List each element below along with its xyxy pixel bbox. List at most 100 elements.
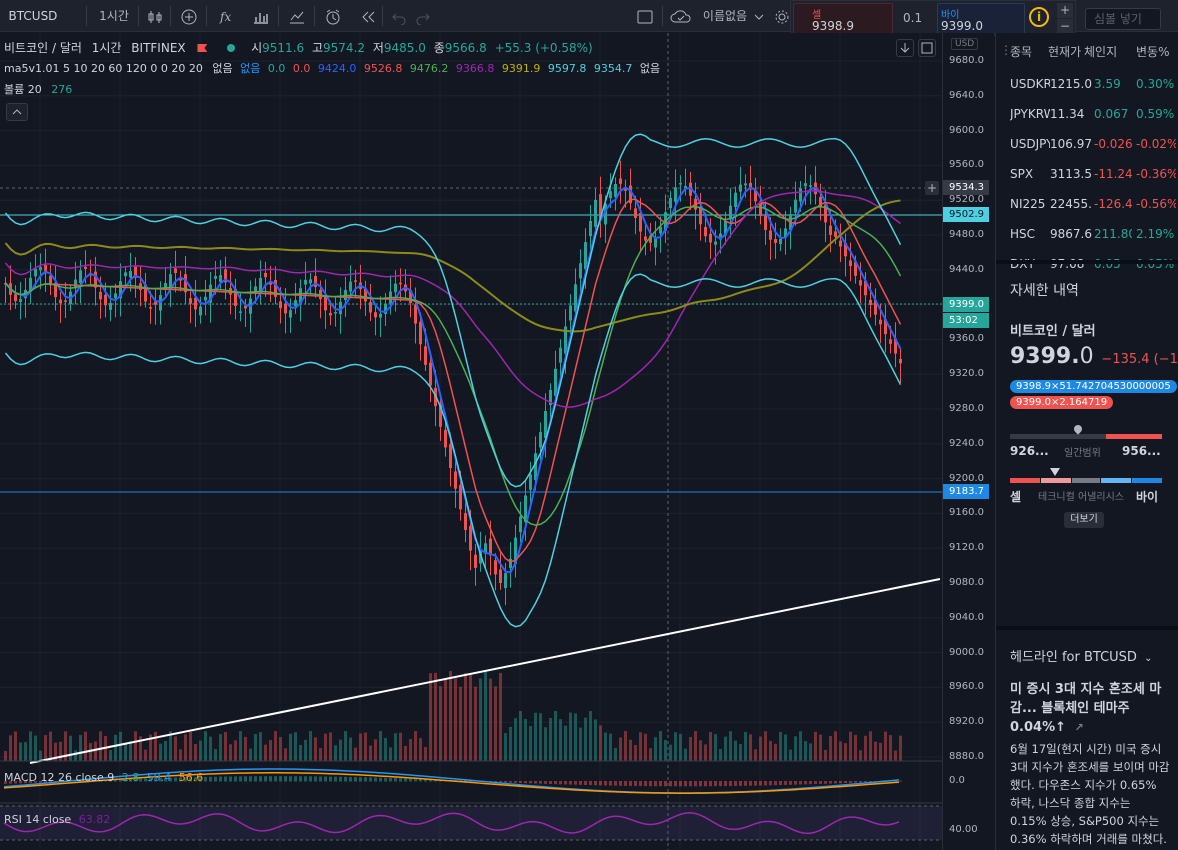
ma-line-10 — [4, 198, 902, 563]
candle-body — [29, 277, 32, 292]
volume-bar — [774, 743, 777, 761]
candles-icon[interactable] — [142, 0, 168, 32]
macd-histogram-bar — [619, 781, 622, 786]
candle-body — [754, 189, 757, 202]
macd-histogram-bar — [244, 776, 247, 782]
cloud-icon[interactable] — [668, 0, 694, 32]
candle-body — [154, 301, 157, 305]
day-range-marker-icon — [1072, 423, 1084, 435]
price-tick: 9160.0 — [949, 507, 984, 519]
col-header-symbol[interactable]: 종목 — [1010, 45, 1033, 59]
flag-icon[interactable] — [197, 44, 208, 52]
collapse-legend-button[interactable] — [6, 103, 28, 121]
candle-body — [619, 178, 622, 184]
volume-bar — [699, 740, 702, 761]
volume-bar — [169, 731, 172, 761]
layout-name[interactable]: 이름없음 — [702, 9, 748, 23]
ma-value: 0.0 — [267, 62, 286, 75]
volume-bar — [869, 731, 872, 761]
symbol-search-input[interactable]: 심볼 넣기 — [1085, 8, 1161, 30]
watchlist-row[interactable]: USDJPY 106.97 -0.026 -0.02% — [996, 129, 1178, 159]
macd-histogram-bar — [694, 781, 697, 787]
buy-button[interactable]: 바이 9399.0 — [937, 3, 1025, 34]
col-header-pct[interactable]: 변동% — [1136, 45, 1170, 59]
watchlist-row[interactable]: JPYKRW11.34 0.067 0.59% — [996, 99, 1178, 129]
volume-bar — [434, 672, 437, 761]
volume-bar — [229, 744, 232, 761]
candle-body — [164, 282, 167, 290]
chart-pane[interactable]: 비트코인 / 달러 1시간 BITFINEX 시9511.6 고9574.2 저… — [0, 33, 994, 850]
interval-button[interactable]: 1시간 — [99, 9, 129, 23]
watchlist-row[interactable]: USDKRW1215.03.59 0.30% — [996, 69, 1178, 99]
volume-bar — [19, 742, 22, 761]
candle-body — [264, 272, 267, 278]
volume-bar — [59, 741, 62, 761]
macd-histogram-bar — [634, 781, 637, 786]
settings-icon[interactable] — [772, 0, 792, 32]
price-chart[interactable] — [0, 33, 942, 850]
candle-body — [604, 203, 607, 225]
price-axis[interactable]: USD 9680.0 9640.0 9600.0 9560.0 9520.0 9480.0… — [942, 33, 994, 850]
candle-body — [14, 294, 17, 302]
rsi-value: 63.82 — [78, 813, 111, 826]
candle-body — [84, 266, 87, 269]
maximize-pane-icon[interactable] — [918, 39, 936, 57]
price-tick: 8960.0 — [949, 681, 984, 693]
macd-histogram-bar — [324, 776, 327, 782]
bar-chart-icon[interactable] — [248, 0, 274, 32]
symbol-button[interactable]: BTCUSD — [8, 9, 58, 23]
volume-bar — [879, 742, 882, 761]
chevron-down-icon[interactable] — [752, 0, 766, 32]
volume-bar — [704, 744, 707, 761]
redo-icon[interactable] — [412, 0, 434, 32]
macd-histogram-bar — [749, 781, 752, 786]
candle-body — [134, 265, 137, 278]
volume-bar — [469, 672, 472, 761]
headlines-title[interactable]: 헤드라인 for BTCUSD ⌄ — [1010, 646, 1152, 665]
macd-histogram-bar — [669, 781, 672, 787]
add-price-line-icon[interactable]: + — [925, 181, 939, 195]
volume-bar — [799, 731, 802, 761]
volume-bar — [39, 750, 42, 761]
undo-icon[interactable] — [388, 0, 410, 32]
watchlist-row[interactable]: NI225 22455. -126.4 -0.56% — [996, 189, 1178, 219]
watchlist-row[interactable]: SPX 3113.5 -11.24 -0.36% — [996, 159, 1178, 189]
macd-histogram-bar — [49, 781, 52, 783]
volume-bar — [819, 734, 822, 761]
column-handle-icon[interactable]: ⋮ — [1000, 43, 1012, 57]
volume-bar — [809, 743, 812, 761]
fullscreen-icon[interactable] — [632, 0, 658, 32]
fx-icon[interactable]: fx — [214, 0, 238, 32]
details-price-last: 0 — [1079, 344, 1094, 369]
col-header-price[interactable]: 현재가 — [1048, 45, 1082, 59]
volume-bar — [129, 741, 132, 761]
more-button[interactable]: 더보기 — [1064, 512, 1104, 528]
macd-histogram-bar — [379, 777, 382, 782]
replay-icon[interactable] — [356, 0, 380, 32]
sell-button[interactable]: 셀 9398.9 — [793, 3, 893, 34]
decrease-button[interactable]: − — [1057, 19, 1073, 34]
volume-bar — [69, 735, 72, 761]
alert-clock-icon[interactable] — [320, 0, 346, 32]
macd-histogram-bar — [124, 779, 127, 782]
volume-bar — [524, 718, 527, 761]
watchlist-row[interactable]: HSC 9867.6 211.80 2.19% — [996, 219, 1178, 249]
volume-bar — [754, 749, 757, 761]
volume-bar — [429, 673, 432, 761]
compare-icon[interactable] — [284, 0, 310, 32]
sell-label: 셀 — [812, 10, 822, 21]
candle-body — [714, 241, 717, 245]
increase-button[interactable]: + — [1057, 3, 1073, 18]
candle-body — [444, 429, 447, 448]
add-indicator-icon[interactable] — [176, 0, 202, 32]
volume-bar — [789, 749, 792, 761]
info-icon[interactable]: i — [1029, 7, 1049, 27]
news-item[interactable]: 미 증시 3대 지수 혼조세 마감... 블록체인 테마주 0.04%↑ ↗ — [1010, 680, 1170, 737]
legend-close: 9566.8 — [444, 41, 487, 55]
col-header-change[interactable]: 체인지 — [1084, 45, 1118, 59]
legend-open-label: 시 — [251, 41, 263, 55]
horizontal-line-label: 9502.9 — [943, 207, 989, 222]
candle-body — [879, 319, 882, 325]
volume-bar — [194, 744, 197, 761]
scroll-down-icon[interactable] — [896, 39, 914, 57]
